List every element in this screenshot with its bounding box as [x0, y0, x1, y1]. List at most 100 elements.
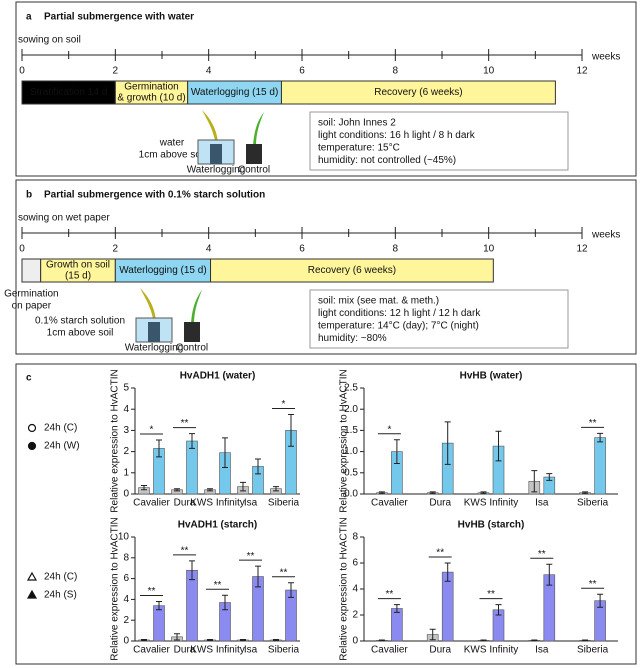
error-bar	[255, 458, 261, 475]
phase-label: Stratification 14 d	[30, 87, 107, 98]
icon-label: Waterlogging	[125, 343, 184, 354]
info-line: humidity: not controlled (~45%)	[318, 155, 456, 166]
significance-label: **	[181, 546, 189, 557]
info-line: humidity: ~80%	[318, 333, 387, 344]
error-bar	[222, 437, 228, 468]
significance-label: **	[280, 567, 288, 578]
legend-marker	[27, 441, 37, 451]
y-tick-label: 4	[123, 594, 129, 605]
significance-label: **	[214, 580, 222, 591]
time-tick-label: 8	[393, 66, 399, 77]
error-bar	[495, 430, 502, 462]
x-tick-label: Cavalier	[133, 498, 170, 509]
error-bar	[255, 565, 261, 588]
x-tick-label: Siberia	[268, 498, 300, 509]
bar	[186, 440, 198, 495]
treatment-label: water	[159, 138, 185, 149]
significance-label: *	[387, 424, 391, 435]
phase-label: (15 d)	[65, 271, 91, 282]
y-tick-label: 8	[123, 552, 129, 563]
y-tick-label: 4	[352, 584, 358, 595]
info-box	[309, 289, 569, 349]
error-bar	[429, 491, 436, 495]
chart-title: HvADH1 (water)	[180, 371, 256, 382]
bar	[186, 569, 198, 642]
y-tick-label: 6	[352, 558, 358, 569]
phase-label: Waterlogging (15 d)	[119, 265, 206, 276]
time-tick-label: 2	[113, 66, 119, 77]
time-tick-label: 0	[19, 66, 25, 77]
significance-label: **	[589, 579, 597, 590]
treatment-label: 1cm above soil	[139, 150, 206, 161]
error-bar	[531, 639, 538, 642]
panel-title: Partial submergence with 0.1% starch sol…	[44, 190, 265, 201]
info-line: light conditions: 12 h light / 12 h dark	[318, 308, 481, 319]
info-line: temperature: 15°C	[318, 143, 400, 154]
error-bar	[546, 563, 553, 586]
x-tick-label: KWS Infinity	[190, 645, 244, 656]
x-tick-label: Siberia	[577, 498, 609, 509]
error-bar	[495, 604, 502, 616]
x-tick-label: Dura	[174, 645, 196, 656]
error-bar	[546, 473, 553, 481]
time-tick-label: 10	[483, 66, 495, 77]
pot-control	[184, 322, 200, 342]
y-axis-label: Relative expression to HvACTIN	[339, 517, 350, 660]
significance-label: **	[436, 548, 444, 559]
y-tick-label: 2	[352, 610, 358, 621]
y-tick-label: 1.0	[344, 446, 358, 457]
phase-label: Growth on soil	[46, 260, 110, 271]
legend-label: 24h (C)	[44, 572, 77, 583]
x-tick-label: KWS Infinity	[464, 645, 518, 656]
icon-label: Waterlogging	[187, 165, 246, 176]
legend-marker	[26, 571, 38, 581]
info-line: soil: John Innes 2	[318, 118, 396, 129]
info-box	[309, 111, 569, 171]
panel-frame	[15, 1, 637, 177]
bar	[391, 608, 403, 642]
info-line: light conditions: 16 h light / 8 h dark	[318, 130, 476, 141]
phase-bar	[21, 258, 42, 283]
chart-title: HvHB (starch)	[458, 520, 525, 531]
error-bar	[480, 639, 487, 642]
y-tick-label: 4	[123, 404, 129, 415]
bar	[153, 605, 165, 642]
y-tick-label: 1	[123, 467, 129, 478]
significance-label: *	[150, 425, 154, 436]
error-bar	[597, 593, 604, 608]
error-bar	[174, 633, 180, 641]
significance-label: **	[386, 589, 394, 600]
y-tick-label: 3	[123, 425, 129, 436]
y-tick-label: 5	[123, 383, 129, 394]
significance-label: *	[282, 399, 286, 410]
error-bar	[429, 628, 436, 641]
legend-label: 24h (W)	[44, 441, 80, 452]
y-tick-label: 10	[118, 532, 130, 543]
error-bar	[378, 491, 385, 495]
y-tick-label: 0	[123, 489, 129, 500]
y-tick-label: 8	[352, 532, 358, 543]
time-tick-label: 0	[19, 244, 25, 255]
significance-label: **	[148, 586, 156, 597]
phase-label: Waterlogging (15 d)	[191, 87, 278, 98]
x-tick-label: Dura	[174, 498, 196, 509]
legend-marker	[27, 423, 37, 433]
significance-label: **	[589, 418, 597, 429]
error-bar	[531, 470, 538, 493]
error-bar	[207, 638, 213, 641]
error-bar	[393, 439, 400, 464]
error-bar	[582, 639, 589, 642]
x-tick-label: KWS Infinity	[190, 498, 244, 509]
y-tick-label: 0.0	[344, 489, 358, 500]
time-unit: weeks	[591, 230, 620, 241]
pot-submerged	[148, 322, 160, 342]
x-tick-label: Isa	[535, 645, 549, 656]
panel-letter: b	[26, 190, 32, 201]
significance-label: **	[487, 589, 495, 600]
phase-label: Germination	[4, 289, 58, 300]
phase-label: Germination	[124, 82, 178, 93]
icon-label: Control	[176, 343, 208, 354]
time-tick-label: 4	[206, 66, 212, 77]
x-tick-label: Isa	[244, 498, 258, 509]
pot-submerged	[210, 144, 222, 164]
